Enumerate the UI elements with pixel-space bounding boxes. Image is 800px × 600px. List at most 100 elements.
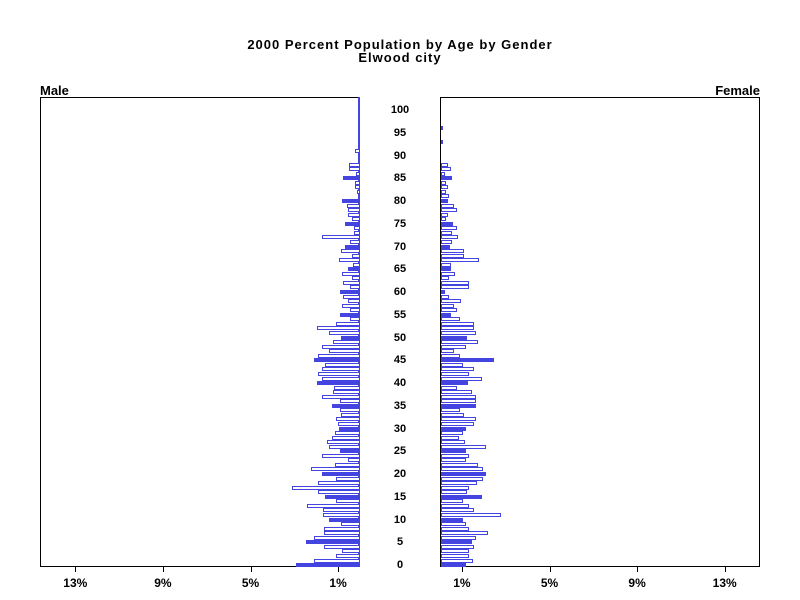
age-tick-label-40: 40 — [393, 377, 407, 389]
female-bar-age-10 — [441, 517, 463, 522]
male-bar-age-18 — [318, 481, 360, 486]
male-bar-age-7 — [324, 531, 360, 536]
female-bar-age-30 — [441, 426, 466, 431]
female-bar-age-82 — [441, 189, 446, 194]
female-axis-tick-1 — [461, 567, 463, 572]
age-tick-label-55: 55 — [393, 308, 407, 321]
female-bar-age-80 — [441, 199, 448, 203]
male-bar-age-34 — [340, 408, 360, 413]
female-bar-age-85 — [441, 176, 452, 181]
male-bar-age-13 — [307, 503, 360, 508]
female-bar-age-50 — [441, 335, 467, 340]
female-bar-age-11 — [441, 513, 501, 517]
female-bar-age-8 — [441, 526, 469, 531]
age-tick-label-95: 95 — [393, 126, 407, 139]
male-axis-label-9: 9% — [154, 576, 172, 590]
male-bar-age-60 — [340, 290, 360, 294]
female-bar-age-38 — [441, 390, 472, 395]
female-bar-age-56 — [441, 308, 457, 313]
male-bar-age-56 — [350, 308, 360, 313]
male-axis-label-1: 1% — [329, 576, 347, 590]
male-bar-age-4 — [324, 544, 360, 549]
age-tick-label-35: 35 — [393, 399, 407, 412]
age-tick-label-70: 70 — [393, 240, 407, 253]
male-bar-age-15 — [325, 494, 360, 499]
male-bar-age-0 — [296, 563, 360, 567]
female-bar-age-75 — [441, 221, 453, 226]
male-bar-age-5 — [306, 540, 360, 545]
male-bar-age-30 — [339, 426, 360, 431]
male-bar-age-35 — [332, 403, 360, 408]
male-bar-age-76 — [352, 217, 360, 222]
male-panel-label: Male — [40, 83, 69, 98]
female-bar-age-63 — [441, 276, 449, 281]
male-bar-age-36 — [340, 399, 360, 404]
female-bar-age-93 — [441, 139, 443, 144]
male-bar-age-77 — [348, 212, 360, 217]
female-bar-age-53 — [441, 321, 474, 326]
male-bar-age-20 — [322, 472, 360, 476]
male-bar-age-65 — [348, 267, 360, 272]
age-tick-label-50: 50 — [393, 331, 407, 344]
female-bar-age-12 — [441, 508, 474, 513]
female-bar-age-4 — [441, 544, 474, 549]
male-axis-tick-1 — [338, 567, 340, 572]
female-bar-age-83 — [441, 185, 448, 190]
male-bar-age-64 — [342, 271, 360, 276]
female-bar-age-59 — [441, 294, 449, 299]
age-tick-label-15: 15 — [393, 490, 407, 503]
female-bar-age-51 — [441, 331, 476, 335]
female-bar-age-69 — [441, 249, 464, 254]
female-bar-age-77 — [441, 212, 448, 217]
female-axis-tick-5 — [549, 567, 551, 572]
male-bar-age-72 — [322, 235, 360, 240]
age-tick-label-60: 60 — [393, 286, 407, 298]
male-bar-age-69 — [341, 249, 360, 254]
female-bar-age-18 — [441, 481, 477, 486]
female-bar-age-55 — [441, 312, 451, 317]
male-bar-age-82 — [357, 189, 360, 194]
male-bar-age-17 — [292, 485, 360, 490]
female-panel — [440, 97, 760, 567]
male-bar-age-6 — [314, 535, 360, 540]
male-bar-age-87 — [349, 167, 360, 172]
female-bar-age-15 — [441, 494, 482, 499]
male-bar-age-3 — [342, 549, 360, 554]
male-axis-tick-9 — [162, 567, 164, 572]
female-bar-age-57 — [441, 303, 454, 308]
female-bar-age-76 — [441, 217, 446, 222]
female-bar-age-37 — [441, 394, 476, 399]
female-bar-age-71 — [441, 239, 452, 244]
male-bar-age-85 — [343, 176, 360, 181]
male-bar-age-38 — [333, 390, 360, 395]
male-bar-age-1 — [314, 558, 360, 563]
male-bar-age-55 — [340, 312, 360, 317]
age-tick-label-65: 65 — [393, 263, 407, 276]
female-bar-age-36 — [441, 399, 476, 404]
male-bar-age-91 — [355, 148, 360, 153]
male-bar-age-88 — [349, 162, 360, 167]
female-bar-age-49 — [441, 340, 478, 345]
female-bar-age-9 — [441, 522, 466, 526]
male-bar-age-71 — [350, 239, 360, 244]
male-bar-age-58 — [348, 299, 360, 304]
female-bar-age-17 — [441, 485, 469, 490]
female-bar-age-88 — [441, 162, 448, 167]
female-bar-age-23 — [441, 458, 466, 463]
age-tick-label-25: 25 — [393, 445, 407, 458]
male-axis-label-5: 5% — [241, 576, 260, 590]
male-bar-age-57 — [342, 303, 360, 308]
male-bar-age-14 — [336, 499, 360, 504]
male-bar-age-46 — [318, 353, 360, 358]
male-axis-tick-13 — [75, 567, 77, 572]
male-bar-age-37 — [322, 394, 360, 399]
female-bar-age-60 — [441, 290, 445, 294]
male-bar-age-19 — [336, 476, 360, 481]
male-bar-age-63 — [352, 276, 360, 281]
chart-subtitle: Elwood city — [358, 50, 442, 65]
male-bar-age-24 — [322, 453, 360, 458]
male-bar-age-80 — [342, 199, 360, 203]
male-bar-age-22 — [335, 462, 360, 467]
female-bar-age-24 — [441, 453, 469, 458]
